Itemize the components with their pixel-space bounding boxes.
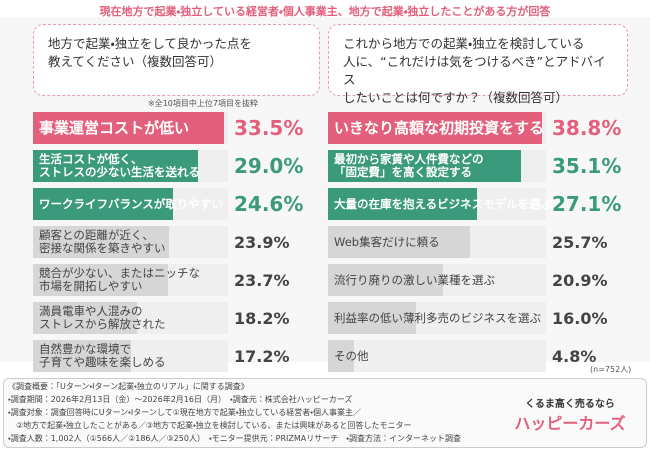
footer-box [3, 378, 647, 448]
bar [33, 226, 170, 258]
category-label: その他 [334, 348, 369, 363]
footer-line: ・調査対象：調査回答時にUターン・Iターンして①現在地方で起業・独立している経営… [8, 408, 361, 417]
logo: くるま高く売るなら ハッピーカーズ [500, 395, 640, 434]
category-label: 事業運営コストが低い [39, 118, 190, 137]
value-label: 17.2% [234, 346, 290, 366]
value-label: 23.9% [234, 232, 290, 252]
question-box: 地方で起業・独立をして良かった点を 教えてください（複数回答可） [33, 24, 320, 96]
footer-line: ②地方で起業・独立したことがある／③地方で起業・独立を検討している、または興味が… [8, 421, 412, 430]
sample-size: (n=752人) [590, 365, 632, 374]
bar [328, 340, 355, 372]
value-label: 33.5% [234, 116, 304, 140]
value-label: 18.2% [234, 308, 290, 328]
logo-tagline: くるま高く売るなら [525, 399, 615, 410]
bar [328, 188, 478, 220]
value-label: 4.8% [552, 346, 597, 366]
bar [328, 150, 522, 182]
category-label: 流行り廃りの激しい業種を選ぶ [334, 272, 495, 287]
value-label: 29.0% [234, 154, 304, 178]
value-label: 20.9% [552, 270, 608, 290]
value-label: 27.1% [552, 192, 622, 216]
note: ※全10項目中上位7項目を抜粋 [148, 99, 258, 108]
bar [33, 340, 132, 372]
row-bg [328, 340, 546, 372]
value-label: 35.1% [552, 154, 622, 178]
footer-line: ・調査人数：1,002人（①566人／②186人／③250人） ・モニター提供元… [8, 434, 461, 443]
category-label: いきなり高額な初期投資をする [334, 118, 545, 137]
category-label: 利益率の低い薄利多売のビジネスを選ぶ [334, 310, 541, 325]
category-label: Web集客だけに頼る [334, 234, 440, 249]
category-label: 顧客との距離が近く、 密接な関係を築きやすい [39, 228, 166, 255]
value-label: 16.0% [552, 308, 608, 328]
bar [328, 302, 417, 334]
bar [328, 112, 542, 144]
bar [33, 188, 174, 220]
category-label: 生活コストが低く、 ストレスの少ない生活を送れる [39, 152, 200, 179]
value-label: 38.8% [552, 116, 622, 140]
bar [33, 150, 199, 182]
category-label: 満員電車や人混みの ストレスから解放された [39, 304, 166, 331]
category-label: 大量の在庫を抱えるビジネスモデルを選ぶ [334, 196, 553, 211]
bar [328, 264, 444, 296]
category-label: 競合が少ない、またはニッチな 市場を開拓しやすい [39, 266, 200, 293]
value-label: 24.6% [234, 192, 304, 216]
bar [328, 226, 470, 258]
value-label: 23.7% [234, 270, 290, 290]
value-label: 25.7% [552, 232, 608, 252]
category-label: 自然豊かな環境で 子育てや趣味を楽しめる [39, 342, 166, 369]
bar [33, 112, 225, 144]
question-box: これから地方での起業・独立を検討している 人に、“これだけは気をつけるべき”とア… [328, 24, 628, 105]
logo-name: ハッピーカーズ [514, 414, 626, 433]
category-label: 最初から家賃や人件費などの 「固定費」を高く設定する [334, 152, 484, 179]
footer-line: 《調査概要：「Uターン・Iターン起業・独立のリアル」に関する調査》 [8, 382, 249, 391]
footer-line: ・調査期間：2026年2月13日（金）〜2026年2月16日（月） ・調査元：株… [8, 395, 353, 404]
bar [33, 302, 137, 334]
bar [33, 264, 169, 296]
header-title: 現在地方で起業・独立している経営者・個人事業主、地方で起業・独立したことがある方… [99, 5, 551, 18]
category-label: ワークライフバランスが取りやすい [39, 196, 223, 211]
